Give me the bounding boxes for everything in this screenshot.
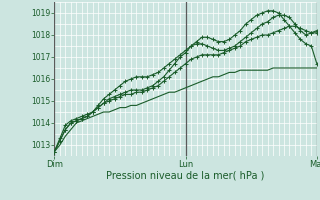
X-axis label: Pression niveau de la mer( hPa ): Pression niveau de la mer( hPa ) (107, 171, 265, 181)
